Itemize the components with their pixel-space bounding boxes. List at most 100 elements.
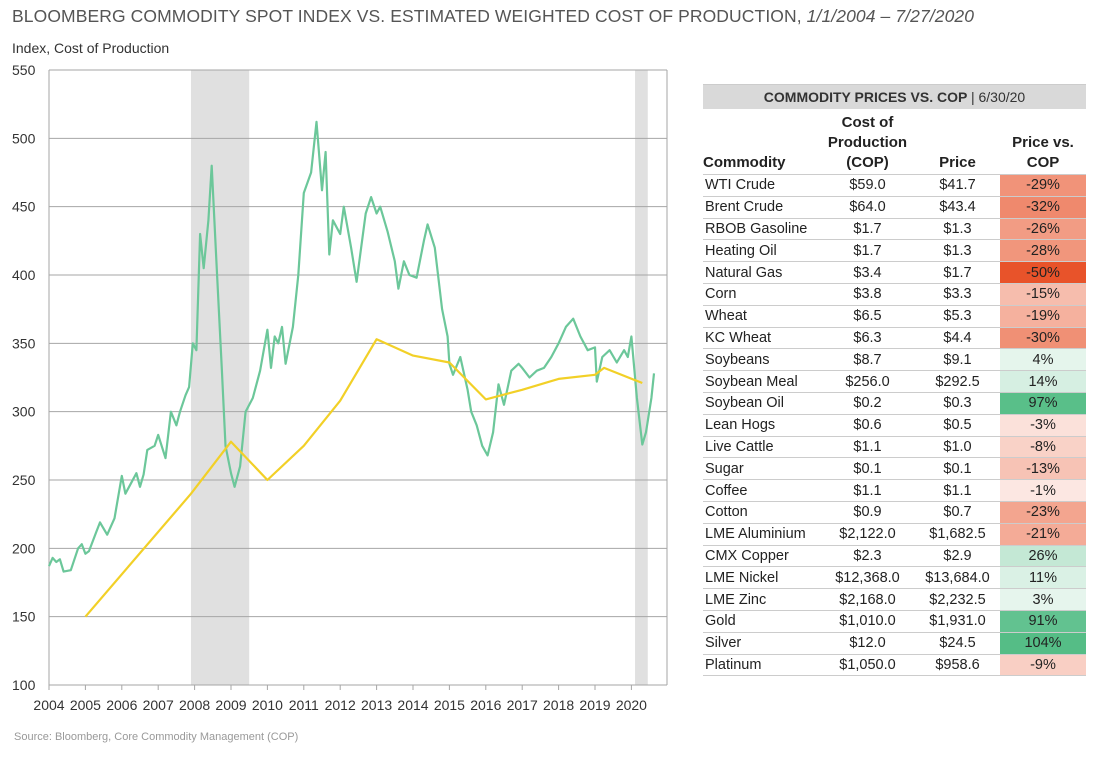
price-vs-cop-cell: 26% — [1000, 544, 1086, 567]
price-cell: $958.6 — [915, 653, 1000, 677]
x-tick-label: 2009 — [215, 697, 246, 713]
price-cell: $1.1 — [915, 479, 1000, 502]
table-row: RBOB Gasoline $1.7 $1.3 -26% — [703, 217, 1086, 240]
price-vs-cop-cell: 91% — [1000, 609, 1086, 633]
price-cell: $24.5 — [915, 631, 1000, 655]
cop-cell: $12,368.0 — [820, 566, 915, 589]
table-row: Gold $1,010.0 $1,931.0 91% — [703, 609, 1086, 633]
table-row: LME Zinc $2,168.0 $2,232.5 3% — [703, 588, 1086, 611]
price-vs-cop-cell: -28% — [1000, 239, 1086, 262]
table-row: WTI Crude $59.0 $41.7 -29% — [703, 174, 1086, 197]
price-cell: $1.3 — [915, 217, 1000, 240]
price-cell: $292.5 — [915, 370, 1000, 393]
commodity-cell: Live Cattle — [703, 435, 820, 458]
cop-cell: $1.1 — [820, 479, 915, 502]
price-vs-cop-cell: -30% — [1000, 326, 1086, 349]
commodity-cell: Sugar — [703, 457, 820, 480]
header-cop-line2: Production — [827, 134, 908, 151]
x-tick-label: 2004 — [33, 697, 64, 713]
commodity-cell: LME Nickel — [703, 566, 820, 589]
y-tick-label: 450 — [12, 199, 36, 215]
price-vs-cop-cell: -8% — [1000, 435, 1086, 458]
price-cell: $2.9 — [915, 544, 1000, 567]
x-tick-label: 2020 — [616, 697, 647, 713]
index-line — [47, 120, 656, 573]
cop-cell: $1.7 — [820, 217, 915, 240]
price-vs-cop-cell: -13% — [1000, 457, 1086, 480]
y-tick-label: 550 — [12, 62, 36, 78]
commodity-cell: LME Zinc — [703, 588, 820, 611]
x-tick-label: 2012 — [325, 697, 356, 713]
commodity-cell: Heating Oil — [703, 239, 820, 262]
price-cell: $5.3 — [915, 304, 1000, 328]
header-cop-line1: Cost of — [841, 114, 894, 131]
x-tick-label: 2010 — [252, 697, 283, 713]
price-vs-cop-cell: -19% — [1000, 304, 1086, 328]
header-commodity: Commodity — [703, 154, 786, 171]
price-vs-cop-cell: -3% — [1000, 413, 1086, 437]
commodity-cell: Silver — [703, 631, 820, 655]
price-cell: $1,682.5 — [915, 522, 1000, 546]
table-row: Coffee $1.1 $1.1 -1% — [703, 479, 1086, 502]
table-row: Soybeans $8.7 $9.1 4% — [703, 348, 1086, 371]
cop-cell: $8.7 — [820, 348, 915, 371]
price-vs-cop-cell: -50% — [1000, 261, 1086, 284]
price-vs-cop-cell: -23% — [1000, 500, 1086, 524]
commodity-cell: RBOB Gasoline — [703, 217, 820, 240]
commodity-cell: Lean Hogs — [703, 413, 820, 437]
cop-cell: $59.0 — [820, 174, 915, 197]
commodity-cell: WTI Crude — [703, 174, 820, 197]
price-vs-cop-cell: -21% — [1000, 522, 1086, 546]
commodity-cell: Brent Crude — [703, 195, 820, 219]
y-tick-label: 100 — [12, 677, 36, 693]
y-tick-label: 200 — [12, 540, 36, 556]
table-row: Sugar $0.1 $0.1 -13% — [703, 457, 1086, 480]
commodity-cell: Soybean Meal — [703, 370, 820, 393]
y-tick-label: 300 — [12, 404, 36, 420]
y-tick-label: 150 — [12, 609, 36, 625]
title-dates: 1/1/2004 – 7/27/2020 — [806, 6, 975, 26]
cop-cell: $64.0 — [820, 195, 915, 219]
commodity-cell: LME Aluminium — [703, 522, 820, 546]
x-tick-label: 2007 — [143, 697, 174, 713]
x-tick-label: 2019 — [579, 697, 610, 713]
price-vs-cop-cell: 14% — [1000, 370, 1086, 393]
cop-cell: $0.6 — [820, 413, 915, 437]
price-cell: $1.0 — [915, 435, 1000, 458]
table-row: Soybean Meal $256.0 $292.5 14% — [703, 370, 1086, 393]
commodity-table: COMMODITY PRICES VS. COP | 6/30/20 Commo… — [703, 84, 1086, 677]
commodity-cell: Soybean Oil — [703, 391, 820, 415]
table-title: COMMODITY PRICES VS. COP | 6/30/20 — [703, 84, 1086, 109]
price-cell: $1.3 — [915, 239, 1000, 262]
chart-title: BLOOMBERG COMMODITY SPOT INDEX VS. ESTIM… — [12, 6, 974, 27]
x-tick-label: 2011 — [289, 697, 319, 713]
cop-cell: $1.1 — [820, 435, 915, 458]
price-cell: $2,232.5 — [915, 588, 1000, 611]
table-row: Heating Oil $1.7 $1.3 -28% — [703, 239, 1086, 262]
header-pvc-line1: Price vs. — [1012, 134, 1074, 151]
y-tick-label: 500 — [12, 130, 36, 146]
x-tick-label: 2018 — [543, 697, 574, 713]
price-cell: $1.7 — [915, 261, 1000, 284]
commodity-cell: CMX Copper — [703, 544, 820, 567]
price-cell: $0.3 — [915, 391, 1000, 415]
cop-cell: $1.7 — [820, 239, 915, 262]
price-vs-cop-cell: 104% — [1000, 631, 1086, 655]
table-row: Soybean Oil $0.2 $0.3 97% — [703, 391, 1086, 415]
price-cell: $41.7 — [915, 174, 1000, 197]
y-tick-label: 250 — [12, 472, 36, 488]
cop-cell: $0.9 — [820, 500, 915, 524]
table-row: KC Wheat $6.3 $4.4 -30% — [703, 326, 1086, 349]
title-main: BLOOMBERG COMMODITY SPOT INDEX VS. ESTIM… — [12, 6, 807, 26]
cop-cell: $2,168.0 — [820, 588, 915, 611]
price-vs-cop-cell: -9% — [1000, 653, 1086, 677]
cop-cell: $3.8 — [820, 282, 915, 306]
cop-cell: $1,050.0 — [820, 653, 915, 677]
cop-cell: $2,122.0 — [820, 522, 915, 546]
table-row: Natural Gas $3.4 $1.7 -50% — [703, 261, 1086, 284]
commodity-cell: Corn — [703, 282, 820, 306]
price-cell: $0.5 — [915, 413, 1000, 437]
cop-line — [84, 338, 643, 618]
y-axis-label: Index, Cost of Production — [12, 40, 170, 56]
cop-cell: $12.0 — [820, 631, 915, 655]
